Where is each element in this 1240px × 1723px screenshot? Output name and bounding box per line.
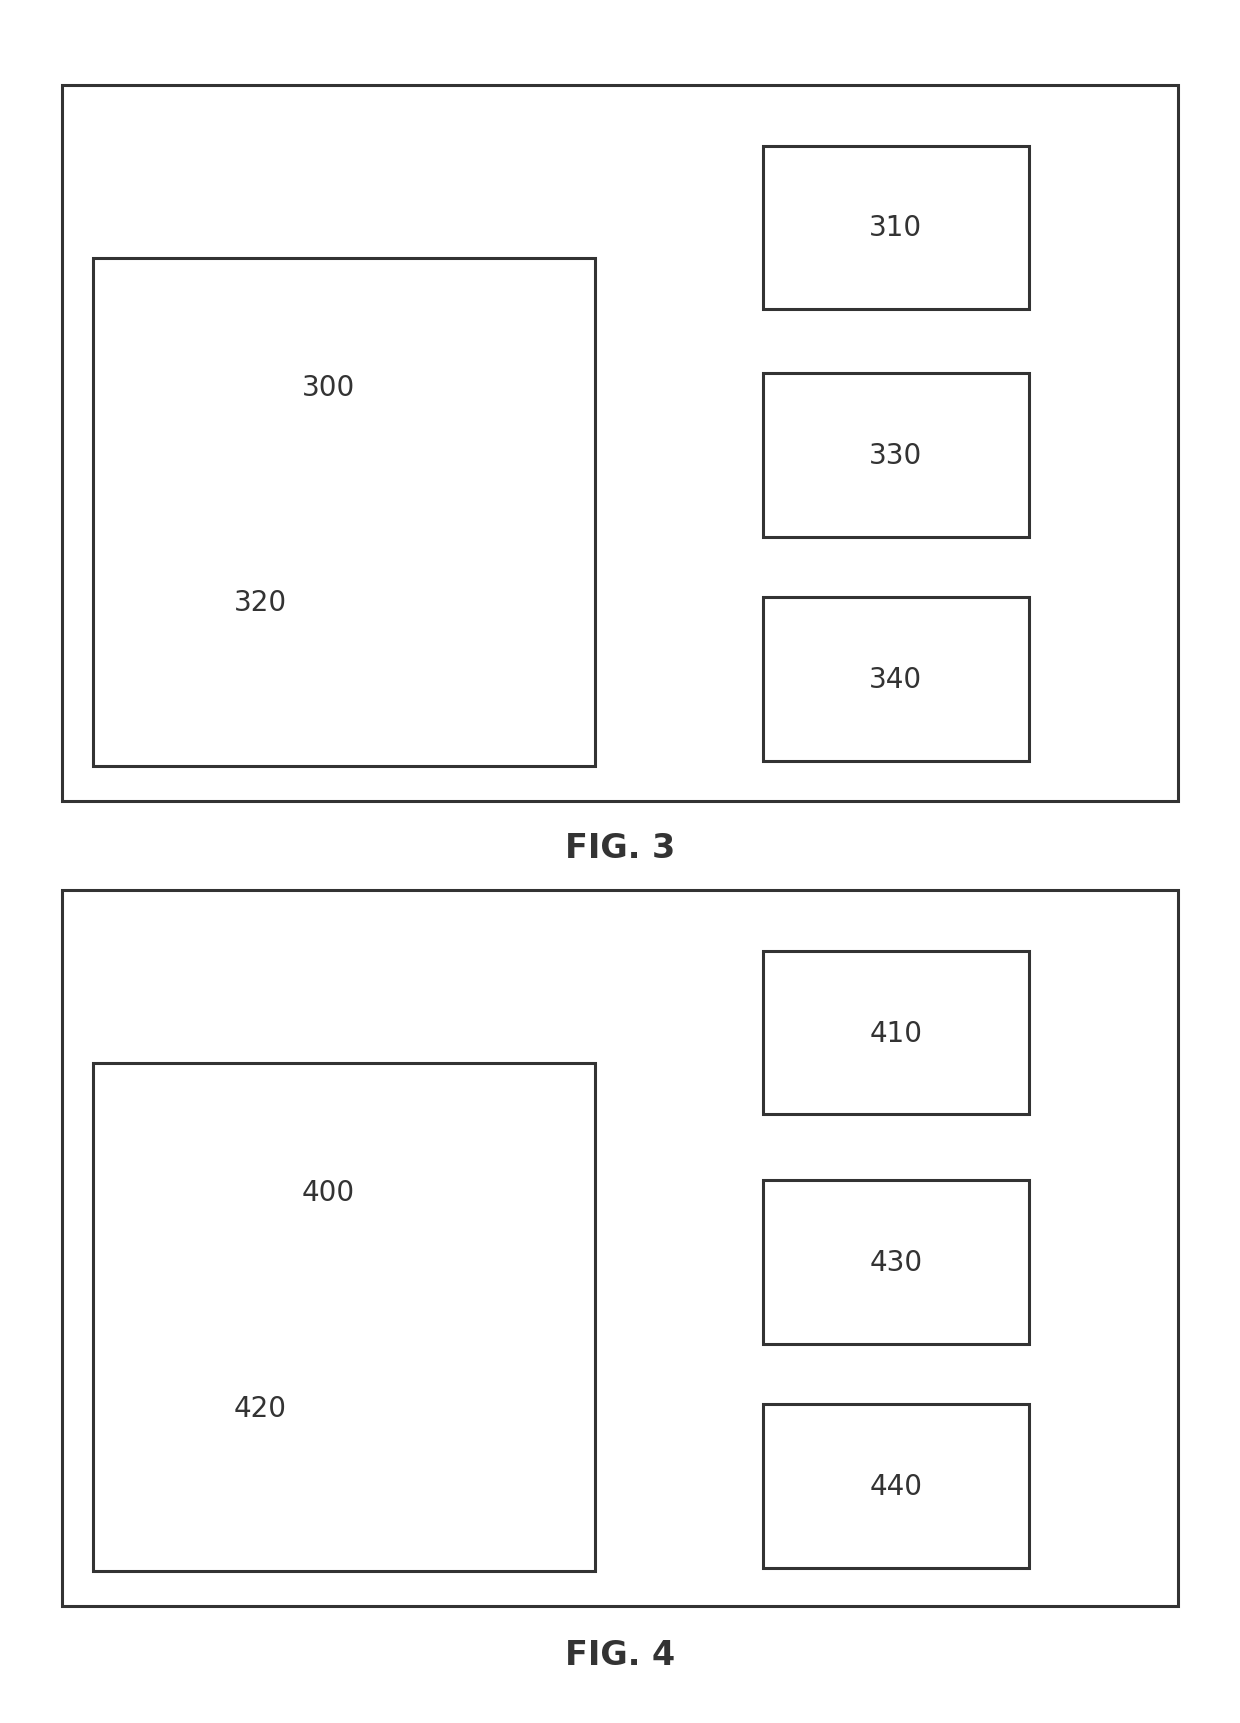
- Text: FIG. 4: FIG. 4: [565, 1637, 675, 1671]
- Text: 310: 310: [869, 214, 923, 243]
- Text: 400: 400: [303, 1179, 355, 1206]
- Bar: [93, 1063, 595, 1571]
- Text: 430: 430: [869, 1247, 923, 1277]
- Bar: [763, 598, 1029, 762]
- Bar: [62, 891, 1178, 1606]
- Text: 420: 420: [234, 1394, 286, 1421]
- Text: 300: 300: [303, 374, 355, 401]
- Text: 410: 410: [869, 1018, 923, 1048]
- Bar: [62, 86, 1178, 801]
- Text: 330: 330: [869, 441, 923, 470]
- Bar: [763, 374, 1029, 538]
- Bar: [763, 1180, 1029, 1344]
- Text: 440: 440: [869, 1471, 923, 1501]
- Text: 320: 320: [234, 589, 286, 617]
- Bar: [763, 146, 1029, 310]
- Text: FIG. 3: FIG. 3: [565, 830, 675, 865]
- Text: 340: 340: [869, 665, 923, 694]
- Bar: [763, 1404, 1029, 1568]
- Bar: [93, 258, 595, 767]
- Bar: [763, 951, 1029, 1115]
